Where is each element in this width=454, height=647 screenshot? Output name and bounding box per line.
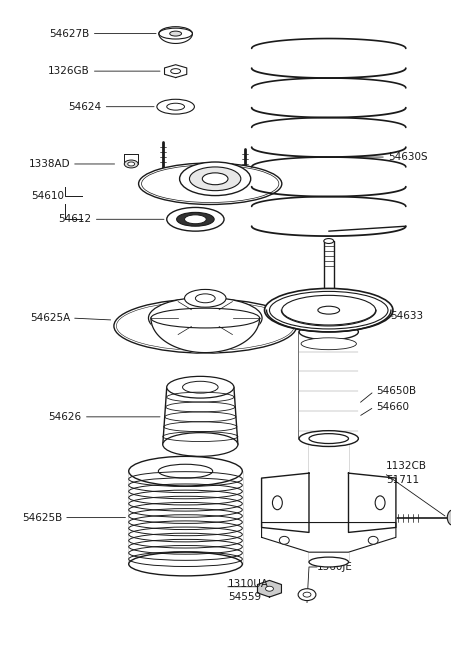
Ellipse shape bbox=[148, 298, 262, 339]
Text: 54624: 54624 bbox=[69, 102, 102, 112]
Ellipse shape bbox=[195, 294, 215, 303]
Text: 1360JE: 1360JE bbox=[317, 562, 353, 572]
Text: 54625A: 54625A bbox=[30, 313, 70, 323]
Polygon shape bbox=[262, 473, 309, 532]
Text: 54650B: 54650B bbox=[376, 386, 416, 396]
Polygon shape bbox=[151, 318, 260, 353]
Ellipse shape bbox=[170, 31, 182, 36]
Text: 1310UA: 1310UA bbox=[228, 579, 269, 589]
Ellipse shape bbox=[138, 163, 282, 204]
Ellipse shape bbox=[171, 69, 181, 74]
Text: 54612: 54612 bbox=[59, 214, 92, 225]
Polygon shape bbox=[164, 65, 187, 78]
Polygon shape bbox=[257, 580, 281, 597]
Text: 54626: 54626 bbox=[49, 412, 82, 422]
Ellipse shape bbox=[447, 510, 454, 525]
Text: 1132CB: 1132CB bbox=[386, 461, 427, 471]
Ellipse shape bbox=[309, 557, 349, 567]
Ellipse shape bbox=[303, 592, 311, 597]
Text: 1338AD: 1338AD bbox=[28, 159, 70, 169]
Ellipse shape bbox=[177, 212, 214, 226]
Ellipse shape bbox=[282, 295, 375, 325]
Ellipse shape bbox=[299, 431, 358, 446]
Text: 54660: 54660 bbox=[376, 402, 409, 412]
Text: 1326GB: 1326GB bbox=[48, 66, 90, 76]
Text: 54633: 54633 bbox=[390, 311, 423, 321]
Ellipse shape bbox=[184, 289, 226, 307]
Ellipse shape bbox=[151, 308, 260, 328]
Ellipse shape bbox=[299, 324, 358, 340]
Ellipse shape bbox=[298, 589, 316, 600]
Ellipse shape bbox=[189, 167, 241, 191]
Ellipse shape bbox=[129, 456, 242, 486]
Ellipse shape bbox=[158, 465, 212, 478]
Ellipse shape bbox=[157, 99, 194, 114]
Ellipse shape bbox=[266, 586, 273, 591]
Ellipse shape bbox=[265, 289, 393, 332]
Text: 51711: 51711 bbox=[386, 475, 419, 485]
Ellipse shape bbox=[309, 433, 349, 443]
Ellipse shape bbox=[202, 173, 228, 185]
Ellipse shape bbox=[124, 160, 138, 168]
Text: 54625B: 54625B bbox=[22, 512, 62, 523]
Ellipse shape bbox=[167, 104, 184, 110]
Ellipse shape bbox=[272, 496, 282, 510]
Ellipse shape bbox=[375, 496, 385, 510]
Ellipse shape bbox=[128, 162, 135, 166]
Ellipse shape bbox=[167, 208, 224, 231]
Polygon shape bbox=[299, 332, 358, 439]
Ellipse shape bbox=[163, 433, 238, 456]
Text: 54630S: 54630S bbox=[388, 152, 428, 162]
Ellipse shape bbox=[167, 377, 234, 398]
Ellipse shape bbox=[114, 299, 296, 353]
Polygon shape bbox=[309, 439, 349, 562]
Ellipse shape bbox=[184, 215, 206, 224]
Ellipse shape bbox=[318, 306, 340, 314]
Text: 54559: 54559 bbox=[228, 591, 261, 602]
Ellipse shape bbox=[183, 381, 218, 393]
Ellipse shape bbox=[270, 291, 388, 329]
Ellipse shape bbox=[116, 302, 294, 351]
Ellipse shape bbox=[368, 536, 378, 544]
Text: 54627B: 54627B bbox=[49, 28, 90, 39]
Polygon shape bbox=[129, 471, 242, 564]
Polygon shape bbox=[159, 34, 192, 43]
Ellipse shape bbox=[129, 552, 242, 576]
Text: 54610: 54610 bbox=[31, 191, 64, 201]
Ellipse shape bbox=[159, 27, 192, 41]
Ellipse shape bbox=[324, 239, 334, 243]
Ellipse shape bbox=[279, 536, 289, 544]
Ellipse shape bbox=[301, 338, 356, 349]
Polygon shape bbox=[262, 523, 396, 552]
Ellipse shape bbox=[180, 162, 251, 195]
Ellipse shape bbox=[142, 165, 279, 203]
Polygon shape bbox=[349, 473, 396, 532]
